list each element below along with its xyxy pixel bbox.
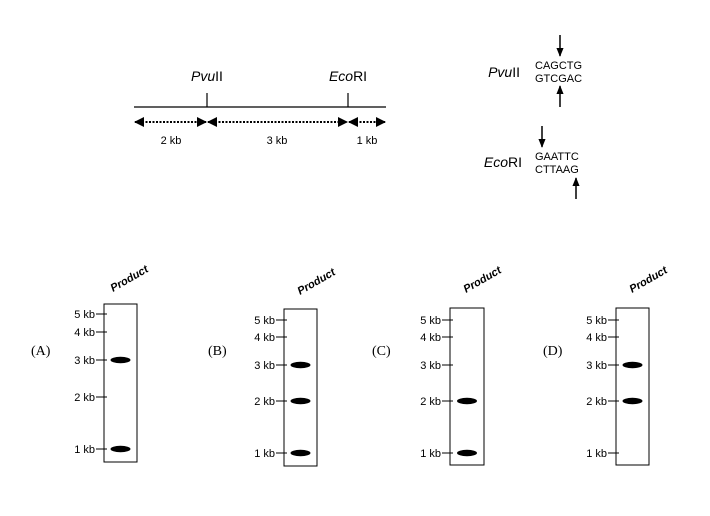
pvuii-site-label: PvuII: [191, 68, 223, 84]
ladder-label-2kb: 2 kb: [420, 396, 441, 408]
ladder-label-1kb: 1 kb: [420, 448, 441, 460]
panel-label: (B): [208, 344, 227, 359]
ladder-label-3kb: 3 kb: [254, 360, 275, 372]
band-3kb: [110, 356, 131, 364]
gel-bands: [290, 361, 311, 457]
gel-bands: [110, 356, 131, 453]
band-3kb: [622, 361, 643, 369]
panel-label: (C): [372, 344, 391, 359]
ladder-label-2kb: 2 kb: [586, 396, 607, 408]
gel-bands: [622, 361, 643, 405]
gel-lane: [103, 303, 138, 463]
ecori-bottom-strand: CTTAAG: [535, 164, 579, 176]
ladder-label-2kb: 2 kb: [74, 392, 95, 404]
ladder-label-5kb: 5 kb: [74, 309, 95, 321]
ecori-recognition-site: EcoRI GAATTC CTTAAG: [484, 126, 580, 199]
panel-label: (D): [543, 344, 563, 359]
gel-bands: [457, 397, 477, 457]
ladder-label-4kb: 4 kb: [74, 327, 95, 339]
ecori-enzyme-name: EcoRI: [484, 154, 522, 170]
panel-label: (A): [31, 344, 51, 359]
pvuii-enzyme-name: PvuII: [488, 64, 520, 80]
ladder-label-2kb: 2 kb: [254, 396, 275, 408]
ladder-label-4kb: 4 kb: [420, 332, 441, 344]
ladder-label-3kb: 3 kb: [586, 360, 607, 372]
segment-label-2kb: 2 kb: [161, 135, 182, 147]
ladder-label-5kb: 5 kb: [586, 315, 607, 327]
ladder-label-4kb: 4 kb: [586, 332, 607, 344]
band-1kb: [457, 449, 477, 457]
ladder-label-1kb: 1 kb: [586, 448, 607, 460]
restriction-map: PvuII EcoRI 2 kb 3 kb 1 kb: [134, 68, 386, 147]
band-2kb: [457, 397, 477, 405]
gel-lane: [449, 307, 485, 466]
pvuii-recognition-site: PvuII CAGCTG GTCGAC: [488, 35, 582, 107]
pvuii-top-strand: CAGCTG: [535, 60, 582, 72]
band-2kb: [290, 397, 311, 405]
segment-label-3kb: 3 kb: [267, 135, 288, 147]
ladder-label-3kb: 3 kb: [420, 360, 441, 372]
gel-lane: [615, 307, 650, 466]
gel-lane: [283, 308, 318, 467]
ecori-site-label: EcoRI: [329, 68, 367, 84]
size-ladder: 5 kb 4 kb 3 kb 2 kb 1 kb: [586, 315, 619, 460]
lane-header: Product: [628, 264, 671, 296]
ladder-label-4kb: 4 kb: [254, 332, 275, 344]
ladder-label-1kb: 1 kb: [74, 444, 95, 456]
size-ladder: 5 kb 4 kb 3 kb 2 kb 1 kb: [254, 315, 287, 460]
segment-label-1kb: 1 kb: [357, 135, 378, 147]
size-ladder: 5 kb 4 kb 3 kb 2 kb 1 kb: [420, 315, 453, 460]
lane-header: Product: [296, 266, 339, 298]
lane-header: Product: [462, 264, 505, 296]
ecori-top-strand: GAATTC: [535, 151, 579, 163]
band-3kb: [290, 361, 311, 369]
gel-panel-a: (A) Product 5 kb 4 kb 3 kb 2 kb 1 kb: [31, 263, 152, 463]
size-ladder: 5 kb 4 kb 3 kb 2 kb 1 kb: [74, 309, 107, 456]
gel-panel-b: (B) Product 5 kb 4 kb 3 kb 2 kb 1 kb: [208, 266, 339, 467]
band-1kb: [290, 449, 311, 457]
gel-panel-d: (D) Product 5 kb 4 kb 3 kb 2 kb 1 kb: [543, 264, 671, 466]
ladder-label-5kb: 5 kb: [254, 315, 275, 327]
ladder-label-1kb: 1 kb: [254, 448, 275, 460]
ladder-label-5kb: 5 kb: [420, 315, 441, 327]
band-1kb: [110, 445, 131, 453]
ladder-label-3kb: 3 kb: [74, 355, 95, 367]
lane-header: Product: [109, 263, 152, 295]
band-2kb: [622, 397, 643, 405]
pvuii-bottom-strand: GTCGAC: [535, 73, 582, 85]
gel-panel-c: (C) Product 5 kb 4 kb 3 kb 2 kb 1 kb: [372, 264, 505, 466]
